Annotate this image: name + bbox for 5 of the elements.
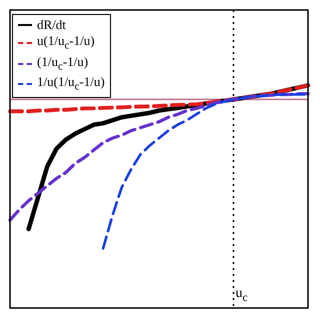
text: u$_{c}$ bbox=[236, 286, 248, 304]
legend-label: 1/u(1/u$_{c}$-1/u) bbox=[37, 74, 105, 95]
legend-label: (1/u$_{c}$-1/u) bbox=[37, 54, 88, 74]
legend-label: u(1/u$_{c}$-1/u) bbox=[37, 33, 95, 54]
legend-label: dR/dt bbox=[37, 17, 66, 33]
